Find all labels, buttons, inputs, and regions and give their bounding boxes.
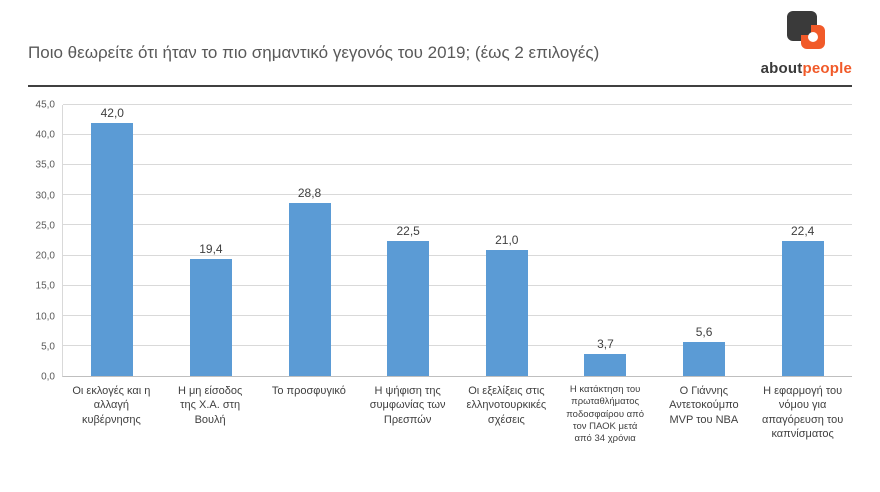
bar-group: 28,8 — [260, 105, 359, 376]
gridline — [63, 224, 852, 226]
bar-group: 21,0 — [458, 105, 557, 376]
aboutpeople-logo: aboutpeople — [761, 10, 852, 77]
gridline — [63, 134, 852, 136]
y-axis-tick-label: 10,0 — [35, 311, 55, 323]
gridline — [63, 194, 852, 196]
x-axis-category-label: Η κατάκτηση του πρωταθλήματος ποδοσφαίρο… — [566, 384, 644, 445]
plot-area: 42,0 19,4 28,8 22,5 21,0 3,7 5,6 22,4 — [62, 104, 852, 377]
x-axis-category-label: Το προσφυγικό — [271, 385, 346, 397]
bar-chart: 0,0 5,0 10,0 15,0 20,0 25,0 30,0 35,0 40,0 45,0 4… — [28, 100, 852, 446]
bar — [387, 240, 430, 376]
aboutpeople-logo-icon — [786, 10, 826, 55]
x-axis-category-labels: Οι εκλογές και η αλλαγή κυβέρνησης Η μη ε… — [62, 384, 852, 446]
bar — [91, 123, 134, 376]
bar-group: 19,4 — [162, 105, 261, 376]
page: Ποιο θεωρείτε ότι ήταν το πιο σημαντικό … — [28, 0, 852, 446]
bar-value-label: 5,6 — [695, 325, 713, 340]
x-axis-category-label: Η εφαρμογή του νόμου για απαγόρευση του … — [762, 385, 844, 440]
gridline — [63, 314, 852, 316]
y-axis-tick-label: 35,0 — [35, 159, 55, 171]
bar-value-label: 21,0 — [495, 232, 519, 247]
y-axis-tick-label: 0,0 — [41, 371, 55, 383]
bar — [584, 353, 627, 376]
bar-group: 5,6 — [655, 105, 754, 376]
y-axis-tick-label: 40,0 — [35, 129, 55, 141]
bar-group: 22,4 — [753, 105, 852, 376]
y-axis-tick-label: 5,0 — [41, 341, 55, 353]
x-axis-category-label: Ο Γιάννης Αντετοκούμπο MVP του NBA — [669, 385, 739, 426]
y-axis-tick-label: 45,0 — [35, 99, 55, 111]
bar-value-label: 42,0 — [100, 106, 124, 121]
bars-row: 42,0 19,4 28,8 22,5 21,0 3,7 5,6 22,4 — [63, 105, 852, 376]
y-axis-tick-label: 20,0 — [35, 250, 55, 262]
y-axis-tick-label: 25,0 — [35, 220, 55, 232]
bar — [683, 342, 726, 376]
bar-group: 22,5 — [359, 105, 458, 376]
gridline — [63, 284, 852, 286]
x-axis-category-label: Η ψήφιση της συμφωνίας των Πρεσπών — [369, 385, 446, 426]
gridline — [63, 104, 852, 105]
y-axis: 0,0 5,0 10,0 15,0 20,0 25,0 30,0 35,0 40,0 45,0 — [28, 100, 62, 383]
bar — [485, 249, 528, 376]
gridline — [63, 164, 852, 166]
x-axis-category-label: Η μη είσοδος της Χ.Α. στη Βουλή — [177, 385, 243, 426]
bar-value-label: 19,4 — [199, 242, 223, 257]
gridline — [63, 254, 852, 256]
bar — [288, 202, 331, 376]
plot-area-wrapper: 0,0 5,0 10,0 15,0 20,0 25,0 30,0 35,0 40,0 45,0 4… — [28, 100, 852, 383]
y-axis-tick-label: 15,0 — [35, 280, 55, 292]
aboutpeople-logo-text: aboutpeople — [761, 60, 852, 77]
gridline — [63, 344, 852, 346]
x-axis-category-label: Οι εξελίξεις στις ελληνοτουρκικές σχέσει… — [466, 385, 547, 426]
bar-value-label: 3,7 — [597, 336, 614, 351]
header: Ποιο θεωρείτε ότι ήταν το πιο σημαντικό … — [28, 0, 852, 87]
bar — [189, 259, 232, 376]
logo-text-about: about — [760, 60, 803, 77]
bar-group: 42,0 — [63, 105, 162, 376]
x-axis-category-label: Οι εκλογές και η αλλαγή κυβέρνησης — [72, 385, 151, 426]
bar — [781, 241, 824, 376]
logo-text-people: people — [802, 60, 852, 77]
bar-group: 3,7 — [556, 105, 655, 376]
bar-value-label: 28,8 — [297, 185, 322, 200]
bar-value-label: 22,4 — [791, 224, 815, 239]
y-axis-tick-label: 30,0 — [35, 190, 55, 202]
chart-title: Ποιο θεωρείτε ότι ήταν το πιο σημαντικό … — [28, 43, 600, 62]
bar-value-label: 22,5 — [396, 223, 420, 238]
